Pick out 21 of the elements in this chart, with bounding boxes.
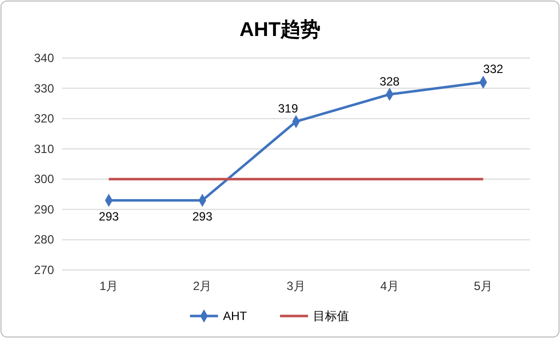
y-tick-label: 300 xyxy=(34,172,54,186)
legend-label: AHT xyxy=(223,309,248,323)
y-tick-label: 320 xyxy=(34,112,54,126)
data-label: 293 xyxy=(192,209,213,224)
data-label: 319 xyxy=(278,102,298,116)
chart-title: AHT趋势 xyxy=(239,19,321,41)
y-tick-label: 290 xyxy=(34,202,54,216)
data-label: 293 xyxy=(98,209,120,224)
data-label: 332 xyxy=(483,62,504,76)
y-tick-label: 340 xyxy=(34,51,54,65)
y-tick-label: 310 xyxy=(34,142,54,156)
x-tick-label: 2月 xyxy=(193,279,212,293)
y-tick-label: 270 xyxy=(34,263,54,277)
x-tick-label: 5月 xyxy=(474,279,493,293)
legend-label: 目标值 xyxy=(313,309,349,323)
x-tick-label: 1月 xyxy=(99,279,118,293)
y-tick-label: 280 xyxy=(34,232,54,247)
y-tick-label: 330 xyxy=(34,81,54,96)
data-label: 328 xyxy=(380,74,400,88)
x-tick-label: 4月 xyxy=(380,279,399,293)
x-tick-label: 3月 xyxy=(286,279,306,293)
